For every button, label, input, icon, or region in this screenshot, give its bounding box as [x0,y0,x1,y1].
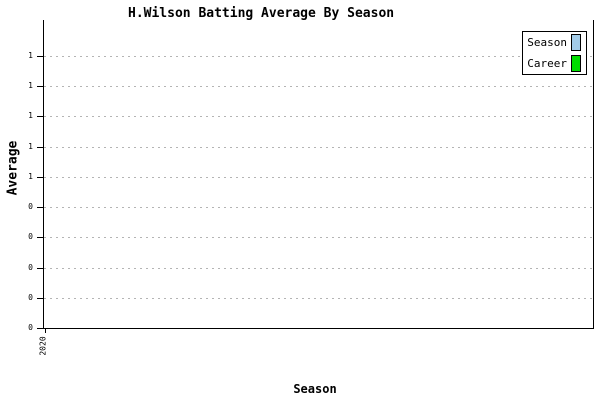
gridline [44,147,593,148]
y-axis-line [43,20,44,329]
legend-label-career: Career [527,57,567,70]
career-color-swatch [571,55,581,72]
y-tick [37,86,43,87]
y-tick-label: 1 [28,51,33,60]
y-tick-label: 1 [28,142,33,151]
legend-item-career: Career [523,53,586,74]
gridline [44,177,593,178]
y-tick [37,207,43,208]
x-axis-line [43,328,594,329]
gridline [44,207,593,208]
season-color-swatch [571,34,581,51]
legend-label-season: Season [527,36,567,49]
y-tick [37,237,43,238]
y-tick [37,298,43,299]
y-tick-label: 0 [28,232,33,241]
gridline [44,268,593,269]
legend-box: Season Career [522,31,587,75]
y-tick [37,328,43,329]
y-tick-label: 1 [28,111,33,120]
y-tick-label: 1 [28,81,33,90]
y-tick-label: 0 [28,323,33,332]
y-tick [37,147,43,148]
chart-title: H.Wilson Batting Average By Season [128,6,395,21]
x-axis-title: Season [293,382,337,396]
y-tick [37,56,43,57]
gridline [44,237,593,238]
y-tick [37,177,43,178]
x-tick-label: 2020 [38,336,48,356]
x-tick [45,329,46,333]
y-tick-label: 0 [28,202,33,211]
gridline [44,298,593,299]
y-tick [37,116,43,117]
y-tick-label: 0 [28,293,33,302]
gridline [44,86,593,87]
gridline [44,116,593,117]
y-tick-label: 0 [28,263,33,272]
y-tick-label: 1 [28,172,33,181]
plot-right-border [593,20,594,329]
legend-item-season: Season [523,32,586,53]
y-tick [37,268,43,269]
gridline [44,56,593,57]
